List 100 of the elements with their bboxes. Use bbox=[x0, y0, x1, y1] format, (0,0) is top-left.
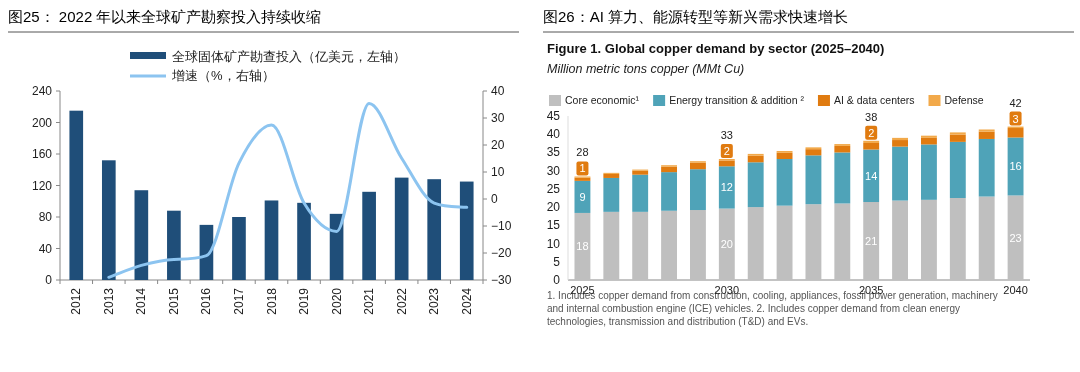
data-label: 3 bbox=[1012, 112, 1019, 125]
x-tick-label: 2021 bbox=[362, 287, 377, 315]
bar bbox=[921, 199, 937, 280]
x-tick-label: 2020 bbox=[329, 287, 344, 315]
y2-tick-label: 30 bbox=[491, 111, 505, 125]
y-tick-label: 120 bbox=[31, 178, 53, 193]
bar bbox=[834, 203, 851, 280]
bar bbox=[1007, 195, 1024, 280]
bar bbox=[232, 217, 246, 280]
bar bbox=[603, 211, 620, 280]
bar bbox=[603, 177, 620, 212]
y-tick-label: 40 bbox=[38, 241, 53, 256]
legend-label: AI & data centers bbox=[833, 94, 915, 106]
x-tick-label: 2012 bbox=[69, 287, 84, 315]
x-tick-label: 2017 bbox=[231, 287, 246, 315]
bar bbox=[978, 129, 995, 132]
y-tick-label: 40 bbox=[546, 127, 561, 142]
y2-tick-label: −10 bbox=[491, 219, 512, 233]
bar bbox=[805, 155, 822, 205]
y2-tick-label: 0 bbox=[491, 192, 498, 206]
data-label: 23 bbox=[1009, 231, 1022, 244]
legend-label: 增速（%，右轴） bbox=[171, 68, 275, 83]
bar bbox=[574, 180, 591, 213]
bar bbox=[949, 198, 966, 280]
legend-label: 全球固体矿产勘查投入（亿美元，左轴） bbox=[172, 49, 406, 64]
data-label: 9 bbox=[579, 190, 586, 203]
bar bbox=[892, 200, 908, 280]
y-tick-label: 160 bbox=[31, 147, 53, 161]
total-label: 28 bbox=[576, 146, 589, 159]
bar bbox=[718, 208, 735, 280]
y2-tick-label: 20 bbox=[491, 138, 505, 152]
bar bbox=[603, 173, 620, 178]
bar bbox=[574, 212, 591, 280]
y-tick-label: 15 bbox=[546, 218, 561, 233]
text: Million metric tons copper (MMt Cu) bbox=[547, 62, 745, 76]
bar bbox=[101, 160, 116, 280]
bar bbox=[747, 155, 764, 163]
bar bbox=[949, 132, 966, 135]
x-tick-label: 2013 bbox=[101, 287, 116, 315]
bar bbox=[949, 134, 966, 142]
bar bbox=[978, 196, 995, 280]
bar bbox=[1007, 137, 1024, 196]
bar bbox=[690, 210, 706, 280]
bar bbox=[459, 181, 474, 280]
legend-label: Core economic¹ bbox=[565, 94, 640, 106]
bar bbox=[863, 149, 880, 203]
bar bbox=[892, 146, 908, 201]
y2-tick-label: 10 bbox=[491, 165, 505, 179]
y-tick-label: 240 bbox=[31, 84, 53, 98]
line-series bbox=[107, 101, 469, 279]
bar bbox=[892, 137, 908, 141]
bar bbox=[632, 211, 649, 280]
data-label: 1 bbox=[579, 162, 586, 175]
total-label: 33 bbox=[720, 129, 733, 141]
bar bbox=[978, 138, 995, 197]
y2-tick-label: 40 bbox=[491, 84, 505, 98]
data-label: 2 bbox=[723, 145, 730, 157]
y-tick-label: 200 bbox=[31, 115, 53, 130]
bar bbox=[978, 131, 995, 139]
bar bbox=[394, 177, 409, 280]
x-tick-label: 2018 bbox=[264, 287, 279, 315]
x-tick-label: 2016 bbox=[199, 287, 214, 315]
x-tick-label: 2014 bbox=[134, 287, 149, 315]
bar bbox=[362, 191, 376, 280]
x-tick-label: 2023 bbox=[427, 287, 442, 315]
bar bbox=[661, 210, 677, 280]
data-label: 21 bbox=[865, 235, 878, 247]
y-tick-label: 45 bbox=[546, 109, 561, 123]
bar bbox=[661, 172, 677, 211]
y2-tick-label: −30 bbox=[491, 273, 512, 287]
y-tick-label: 25 bbox=[546, 181, 561, 196]
bar bbox=[264, 200, 279, 280]
bar bbox=[805, 149, 822, 156]
legend-label: Defense bbox=[944, 94, 984, 106]
y2-tick-label: −20 bbox=[491, 246, 512, 260]
y-tick-label: 0 bbox=[553, 273, 561, 287]
y-tick-label: 0 bbox=[45, 273, 53, 287]
y-tick-label: 10 bbox=[546, 236, 561, 251]
bar bbox=[834, 145, 851, 153]
chart-title: 图25： 2022 年以来全球矿产勘察投入持续收缩 bbox=[8, 8, 322, 25]
data-label: 18 bbox=[576, 240, 589, 253]
data-label: 2 bbox=[868, 126, 875, 139]
bar bbox=[834, 152, 851, 204]
y-tick-label: 35 bbox=[546, 145, 561, 160]
bar bbox=[632, 174, 649, 212]
y-tick-label: 80 bbox=[38, 210, 53, 224]
x-tick-label: 2040 bbox=[1003, 284, 1028, 296]
data-label: 14 bbox=[865, 169, 878, 182]
data-label: 20 bbox=[720, 238, 733, 251]
bar bbox=[949, 141, 966, 198]
bar bbox=[134, 190, 149, 280]
total-label: 38 bbox=[865, 110, 878, 123]
bar bbox=[747, 207, 764, 280]
bar bbox=[718, 166, 735, 209]
bar bbox=[921, 137, 937, 145]
bar bbox=[690, 162, 706, 170]
chart-subtitle: Figure 1. Global copper demand by sector (2025–2040) bbox=[547, 41, 885, 56]
bar bbox=[921, 144, 937, 200]
bar bbox=[863, 202, 880, 280]
bar bbox=[69, 110, 84, 280]
